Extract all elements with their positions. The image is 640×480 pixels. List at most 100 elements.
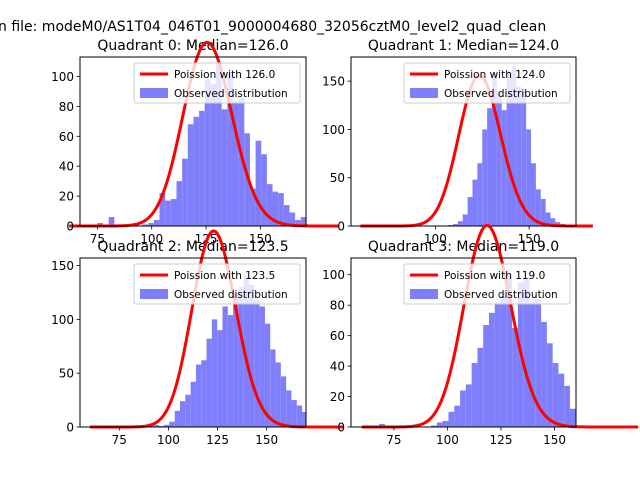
panels: Quadrant 0: Median=126.0 75 100 125 150 0 20 40… [51, 38, 639, 447]
histogram-bar [552, 363, 559, 427]
y-tick-label: 40 [330, 360, 345, 374]
histogram-bar [570, 408, 576, 427]
histogram-bar [199, 110, 205, 226]
y-tick-label: 50 [59, 367, 74, 381]
histogram-bar [511, 66, 517, 227]
chart-title: Quadrant 0: Median=126.0 [97, 38, 288, 54]
histogram-bar [211, 319, 218, 427]
legend: Poission with 126.0 Observed distribution [133, 62, 301, 104]
y-tick-label: 60 [330, 329, 345, 343]
x-tick-label: 150 [543, 433, 566, 447]
legend-bar-swatch [140, 88, 168, 98]
histogram-bar [249, 284, 255, 427]
y-tick-label: 150 [322, 75, 345, 89]
y-tick-label: 60 [59, 130, 74, 144]
histogram-bar [182, 158, 188, 226]
legend-box [403, 62, 571, 104]
histogram-bar [153, 220, 160, 226]
y-tick-label: 80 [59, 100, 74, 114]
histogram-bar [232, 101, 239, 226]
histogram-bar [501, 110, 507, 226]
histogram-bar [255, 140, 262, 226]
histogram-bar [216, 62, 222, 226]
x-tick-label: 100 [157, 433, 180, 447]
histogram-bar [506, 274, 513, 427]
histogram-bar [169, 421, 175, 427]
histogram-bar [108, 217, 115, 226]
histogram-bar [472, 179, 478, 226]
histogram-bar [296, 405, 303, 427]
legend-label-poisson: Poission with 119.0 [444, 270, 545, 282]
axes-frame [350, 257, 577, 428]
histogram-bar [448, 411, 455, 427]
histogram-bar [233, 293, 239, 427]
histogram-bar [531, 163, 536, 226]
histogram-bar [300, 217, 306, 226]
histogram-bar [275, 362, 281, 427]
histogram-bars [448, 66, 575, 227]
histogram-bar [529, 302, 536, 427]
histogram-bar [457, 221, 463, 226]
y-tick-label: 20 [59, 190, 74, 204]
chart-title: Quadrant 1: Median=124.0 [368, 38, 559, 54]
histogram-bar [204, 79, 211, 227]
axes-frame [350, 56, 577, 227]
y-tick-label: 40 [59, 160, 74, 174]
legend-bar-swatch [410, 88, 438, 98]
x-tick-label: 125 [206, 433, 229, 447]
histogram-bar [483, 324, 489, 427]
histogram-bar [462, 214, 468, 226]
x-tick-label: 100 [436, 433, 459, 447]
histogram-bar [238, 97, 245, 227]
histogram-bar [442, 420, 449, 427]
y-tick-label: 100 [51, 70, 74, 84]
legend-label-poisson: Poission with 123.5 [174, 270, 275, 282]
y-tick-label: 100 [322, 123, 345, 137]
axes-frame [79, 257, 307, 428]
legend-label-poisson: Poission with 124.0 [444, 69, 545, 81]
chart-title: Quadrant 3: Median=119.0 [368, 239, 559, 255]
x-tick-label: 100 [424, 232, 447, 246]
histogram-bar [164, 424, 170, 427]
histogram-bar [550, 218, 556, 226]
histogram-bar [185, 394, 191, 427]
histogram-bar [174, 410, 181, 427]
histogram-bar [295, 220, 301, 226]
histogram-bar [170, 199, 177, 226]
y-tick-label: 20 [330, 390, 345, 404]
histogram-bar [286, 390, 292, 427]
legend: Poission with 123.5 Observed distribution [133, 263, 301, 305]
y-tick-label: 0 [337, 421, 345, 435]
y-tick-label: 100 [51, 313, 74, 327]
histogram-bar [467, 197, 473, 226]
x-tick-label: 75 [386, 433, 401, 447]
histogram-bar [195, 364, 202, 427]
chart-panel-2: Quadrant 2: Median=123.575 100 125 15005010… [51, 229, 344, 447]
histogram-bar [222, 306, 228, 427]
histogram-bar [535, 189, 541, 226]
x-tick-label: 150 [518, 232, 541, 246]
histogram-bar [280, 376, 287, 427]
x-tick-label: 150 [249, 232, 272, 246]
histogram-bar [512, 328, 518, 427]
histogram-bar [291, 400, 297, 427]
histogram-bar [272, 191, 279, 226]
chart-panel-0: Quadrant 0: Median=126.075 100 125 15002040… [51, 38, 339, 246]
histogram-bar [564, 385, 570, 427]
histogram-bar [210, 83, 217, 227]
legend-box [403, 263, 571, 305]
legend-label-observed: Observed distribution [174, 88, 288, 100]
histogram-bar [555, 222, 561, 226]
y-tick-label: 0 [337, 220, 345, 234]
histogram-bar [243, 276, 250, 427]
histogram-bar [153, 424, 159, 427]
legend-box [133, 62, 301, 104]
histogram-bar [460, 390, 466, 427]
histogram-bar [206, 338, 212, 427]
histogram-bars [132, 276, 306, 427]
histogram-bar [541, 321, 547, 427]
legend-box [133, 263, 301, 305]
histogram-bar [558, 373, 565, 427]
histogram-bar [227, 315, 234, 427]
histogram-bars [367, 274, 576, 427]
